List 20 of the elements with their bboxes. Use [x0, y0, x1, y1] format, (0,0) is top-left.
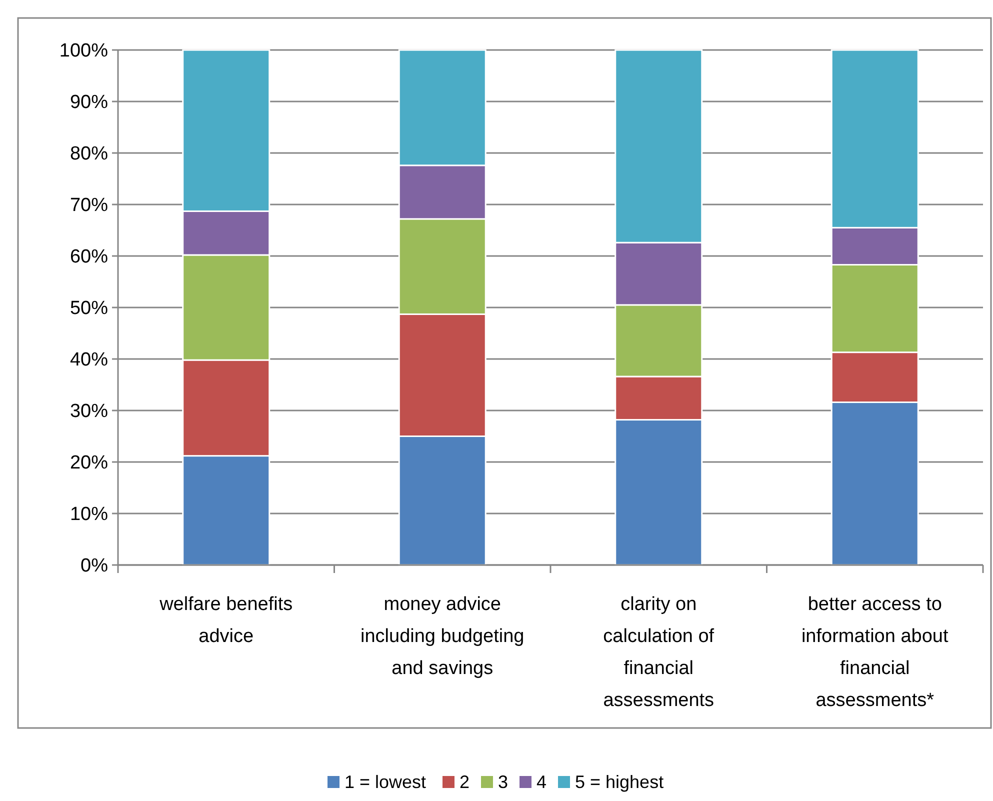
x-tick-label: welfare benefits advice	[158, 594, 293, 647]
y-tick-label: 60%	[70, 246, 108, 268]
y-tick-label: 0%	[80, 556, 108, 577]
y-tick-label: 40%	[70, 350, 108, 371]
x-tick-label: clarity on calculation of financial assessments	[603, 594, 715, 711]
x-tick-label: money advice including budgeting and savings	[360, 594, 524, 679]
y-tick-label: 50%	[70, 298, 108, 320]
legend-label: 5 = highest	[575, 772, 664, 792]
legend-label: 3	[498, 772, 508, 792]
y-tick-label: 10%	[70, 504, 108, 526]
legend-label: 2	[460, 772, 470, 792]
y-tick-label: 20%	[70, 452, 108, 474]
legend-label: 4	[536, 772, 547, 792]
y-tick-label: 70%	[70, 195, 108, 216]
x-tick-label: better access to information about financial assessments*	[801, 594, 949, 711]
y-tick-label: 90%	[70, 92, 108, 114]
y-tick-label: 100%	[59, 40, 108, 62]
legend-label: 1 = lowest	[344, 772, 426, 792]
y-tick-label: 80%	[70, 144, 108, 165]
y-tick-label: 30%	[70, 401, 108, 422]
